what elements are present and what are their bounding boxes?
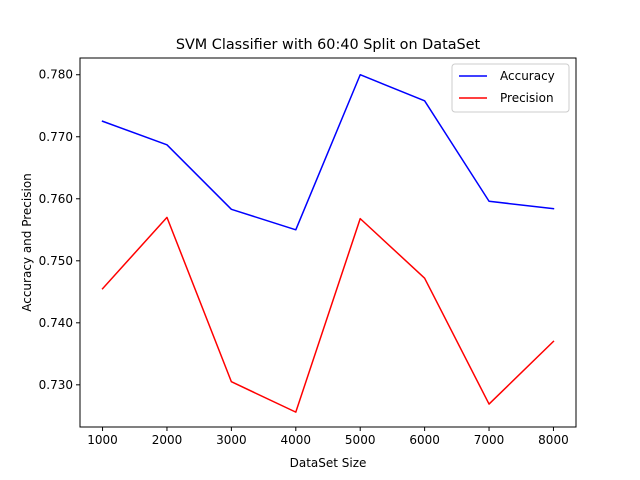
plot-frame [79,57,577,428]
x-tick-label: 5000 [345,433,376,447]
series-line-precision [101,216,555,413]
x-ticks: 1000 2000 3000 4000 5000 6000 7000 8000 [87,427,569,447]
chart-title: SVM Classifier with 60:40 Split on DataS… [176,37,481,53]
y-tick-label: 0.770 [39,130,73,144]
legend-items: Accuracy Precision [459,69,555,105]
x-tick-label: 1000 [87,433,118,447]
x-tick-label: 3000 [216,433,247,447]
x-tick-label: 4000 [281,433,312,447]
x-tick-label: 2000 [152,433,183,447]
y-tick-label: 0.730 [39,378,73,392]
legend: Accuracy Precision [451,63,570,113]
y-tick-label: 0.750 [39,254,73,268]
y-axis-label: Accuracy and Precision [20,173,34,312]
x-tick-label: 7000 [474,433,505,447]
legend-label-accuracy: Accuracy [500,69,555,83]
y-ticks: 0.730 0.740 0.750 0.760 0.770 0.780 [39,68,80,392]
legend-label-precision: Precision [500,91,554,105]
x-tick-label: 6000 [409,433,440,447]
x-tick-label: 8000 [538,433,569,447]
x-axis-label: DataSet Size [290,456,367,470]
series-line-accuracy [101,73,555,231]
y-tick-label: 0.780 [39,68,73,82]
series-layer [101,73,555,413]
y-tick-label: 0.760 [39,192,73,206]
y-tick-label: 0.740 [39,316,73,330]
